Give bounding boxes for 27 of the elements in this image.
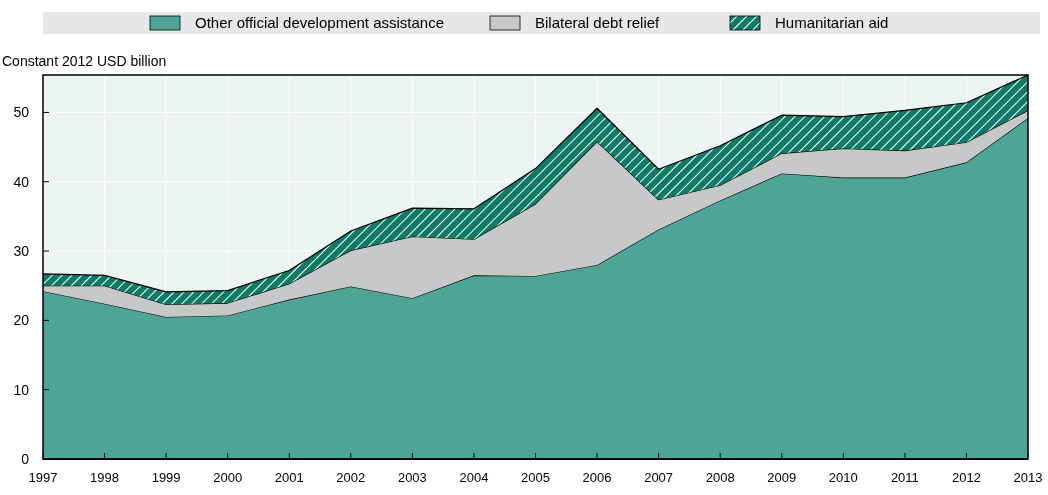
x-tick-label: 2003 [397, 470, 427, 485]
legend-label: Bilateral debt relief [535, 14, 661, 31]
x-tick-label: 2008 [705, 470, 735, 485]
x-tick-label: 2012 [951, 470, 981, 485]
x-tick-label: 2010 [828, 470, 858, 485]
x-tick-label: 2006 [582, 470, 612, 485]
legend-label: Other official development assistance [195, 14, 445, 31]
x-tick-label: 1999 [151, 470, 181, 485]
x-tick-label: 2011 [890, 470, 919, 485]
y-tick-label: 0 [21, 451, 30, 467]
x-tick-label: 2007 [644, 470, 674, 485]
y-tick-label: 10 [13, 381, 30, 398]
x-tick-label: 2005 [521, 470, 550, 485]
y-tick-label: 20 [13, 312, 30, 329]
x-tick-label: 2004 [459, 470, 489, 485]
y-axis-title: Constant 2012 USD billion [2, 53, 167, 69]
x-tick-label: 2002 [336, 470, 366, 485]
y-tick-label: 30 [13, 243, 30, 260]
x-tick-label: 1997 [28, 470, 58, 485]
x-tick-label: 2009 [767, 470, 797, 485]
x-tick-label: 1998 [90, 470, 120, 485]
legend-label: Humanitarian aid [775, 14, 889, 31]
x-tick-label: 2013 [1013, 470, 1043, 485]
x-tick-label: 2000 [213, 470, 243, 485]
x-tick-label: 2001 [274, 470, 304, 485]
y-tick-label: 50 [13, 104, 30, 121]
y-tick-label: 40 [13, 173, 30, 190]
